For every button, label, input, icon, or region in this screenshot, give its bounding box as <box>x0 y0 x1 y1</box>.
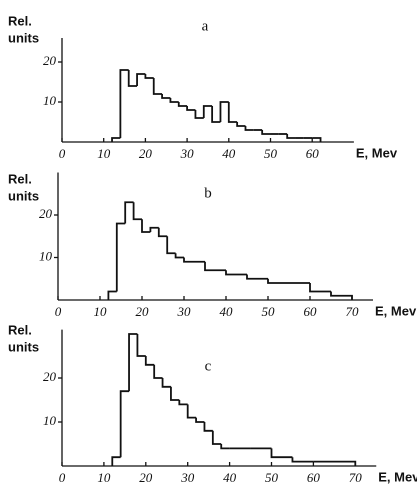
chart-title: b <box>204 185 212 201</box>
histogram-bin <box>111 456 121 466</box>
x-tick-label: 70 <box>346 304 360 319</box>
histogram-bin <box>174 253 184 259</box>
histogram-bin <box>211 106 221 123</box>
y-tick-label: 20 <box>39 206 53 221</box>
histogram-bin <box>204 261 226 272</box>
y-axis-label: units <box>8 339 39 354</box>
histogram-bin <box>246 274 268 280</box>
x-tick-label: 20 <box>136 304 150 319</box>
x-tick-label: 30 <box>177 304 192 319</box>
histogram-bin <box>141 219 151 233</box>
histogram-bin <box>194 110 204 119</box>
histogram-bin <box>286 134 296 139</box>
histogram-bin <box>161 94 171 99</box>
histogram-bin <box>157 227 168 238</box>
x-tick-label: 30 <box>180 146 195 161</box>
x-tick-label: 10 <box>94 304 108 319</box>
y-tick-label: 10 <box>39 248 53 263</box>
histogram-bin <box>166 236 176 255</box>
y-tick-label: 20 <box>43 53 57 68</box>
histogram-bin <box>170 386 180 401</box>
x-tick-label: 30 <box>180 470 195 485</box>
histogram-bin <box>227 102 238 123</box>
histogram-bin <box>161 378 171 388</box>
histogram-bin <box>107 290 117 300</box>
histogram-bin <box>115 222 126 292</box>
histogram-bin <box>119 69 129 138</box>
histogram-bin <box>144 74 154 79</box>
histogram-bin <box>220 444 230 450</box>
histogram-bin <box>111 137 121 142</box>
chart-title: a <box>202 18 209 34</box>
x-axis-label: E, Mev <box>378 469 417 484</box>
x-tick-label: 20 <box>139 470 153 485</box>
chart-title: c <box>205 358 212 374</box>
histogram-bin <box>153 364 163 379</box>
histogram-bin <box>178 400 188 406</box>
histogram-bin <box>330 291 353 300</box>
histogram-bin <box>313 460 357 466</box>
x-tick-label: 50 <box>264 146 278 161</box>
histogram-bin <box>124 201 134 224</box>
histogram-bin <box>132 202 142 221</box>
x-tick-label: 0 <box>59 470 66 485</box>
histogram-bin <box>202 105 213 118</box>
histogram-bin <box>152 78 163 95</box>
x-axis-label: E, Mev <box>356 145 398 160</box>
x-tick-label: 60 <box>306 146 320 161</box>
histogram-bin <box>128 333 138 392</box>
histogram-bin <box>267 278 289 284</box>
histogram-bin <box>136 334 146 357</box>
histogram-bin <box>186 404 197 419</box>
histogram-bin <box>144 356 155 366</box>
histogram-bin <box>270 448 293 459</box>
histogram-bin <box>186 106 196 111</box>
y-axis-label: units <box>8 188 39 203</box>
histogram-bin <box>211 430 222 445</box>
x-tick-label: 40 <box>223 470 237 485</box>
histogram-bin <box>225 270 247 276</box>
x-tick-label: 10 <box>97 470 111 485</box>
x-tick-label: 60 <box>307 470 321 485</box>
histogram-bin <box>291 457 314 463</box>
x-tick-label: 40 <box>222 146 236 161</box>
histogram-bin <box>312 137 322 142</box>
x-tick-label: 0 <box>55 304 62 319</box>
x-tick-label: 70 <box>349 470 363 485</box>
histogram-bin <box>261 130 271 135</box>
x-tick-label: 50 <box>262 304 276 319</box>
histogram-bin <box>136 73 146 86</box>
y-tick-label: 20 <box>43 369 57 384</box>
x-tick-label: 0 <box>59 146 66 161</box>
y-axis-label: Rel. <box>8 322 32 337</box>
histogram-bin <box>236 122 246 127</box>
x-tick-label: 40 <box>220 304 234 319</box>
histogram-bin <box>195 417 205 423</box>
histogram-bin <box>169 98 179 103</box>
histogram-bin <box>127 70 138 87</box>
y-axis-label: Rel. <box>8 13 32 28</box>
histogram-bin <box>309 283 331 293</box>
x-tick-label: 10 <box>97 146 111 161</box>
x-tick-label: 50 <box>265 470 279 485</box>
y-axis-label: units <box>8 30 39 45</box>
x-axis-label: E, Mev <box>375 303 417 318</box>
histogram-bin <box>119 390 130 458</box>
histogram-bin <box>203 422 213 432</box>
histogram-bin <box>244 126 254 131</box>
x-tick-label: 60 <box>304 304 318 319</box>
y-tick-label: 10 <box>43 93 57 108</box>
y-axis-label: Rel. <box>8 171 32 186</box>
y-tick-label: 10 <box>43 413 57 428</box>
histogram-bin <box>183 257 205 263</box>
x-tick-label: 20 <box>139 146 153 161</box>
histogram-bin <box>149 226 159 232</box>
histogram-bin <box>177 102 188 107</box>
histogram-bin <box>219 101 229 122</box>
